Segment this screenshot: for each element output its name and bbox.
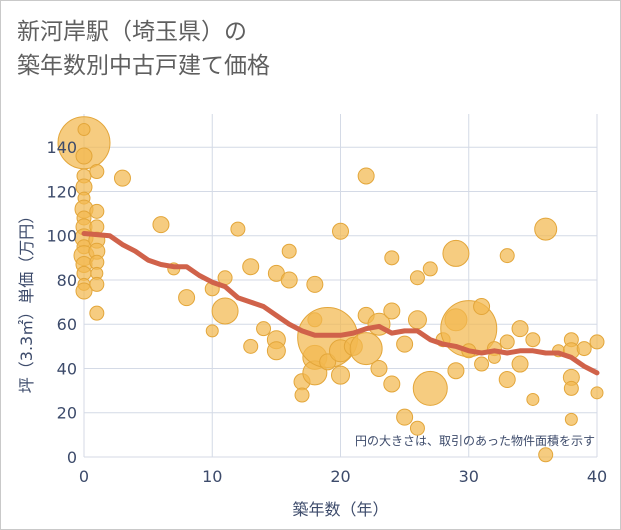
y-tick-label: 80 (57, 271, 77, 290)
bubble-point (526, 392, 540, 406)
bubble-point (498, 371, 516, 389)
y-tick-label: 60 (57, 315, 77, 334)
bubble-point (412, 370, 448, 406)
bubble-point (205, 324, 219, 338)
bubble-point (89, 276, 105, 292)
bubble-point (396, 335, 414, 353)
chart-title-line1: 新河岸駅（埼玉県）の (17, 19, 247, 45)
y-tick-label: 140 (46, 138, 77, 157)
x-tick-label: 30 (459, 467, 479, 486)
chart-title: 新河岸駅（埼玉県）の 築年数別中古戸建て価格 (17, 15, 270, 83)
y-tick-label: 40 (57, 359, 77, 378)
x-tick-label: 0 (79, 467, 89, 486)
bubble-point (331, 365, 350, 385)
bubble-point (442, 239, 470, 267)
bubble-point (75, 147, 93, 165)
bubble-point (511, 355, 529, 373)
bubble-point (230, 221, 246, 237)
bubble-point (266, 341, 286, 361)
bubble-point (409, 270, 425, 286)
bubble-point (211, 297, 239, 325)
bubble-point (511, 320, 529, 338)
bubble-point (332, 222, 349, 240)
bubble-point (534, 217, 558, 241)
bubble-point (242, 258, 260, 276)
bubble-point (383, 302, 401, 320)
x-tick-label: 40 (587, 467, 607, 486)
bubble-point (407, 310, 427, 330)
y-tick-label: 100 (46, 227, 77, 246)
bubble-point (447, 362, 465, 380)
y-tick-label: 0 (67, 448, 77, 467)
bubble-point (589, 334, 605, 350)
bubble-point (280, 271, 298, 289)
bubble-point (75, 282, 93, 300)
bubble-point (357, 167, 375, 185)
bubble-point (499, 248, 515, 264)
bubble-point (89, 203, 105, 219)
x-axis-label: 築年数（年） (292, 500, 388, 519)
bubble-point (243, 338, 259, 354)
y-axis-label: 坪（3.3㎡）単価（万円） (17, 208, 36, 393)
bubble-point (409, 420, 425, 436)
x-tick-label: 10 (202, 467, 222, 486)
y-tick-label: 20 (57, 404, 77, 423)
bubble-point (473, 298, 491, 316)
bubbles (57, 116, 605, 463)
bubble-point (306, 275, 324, 293)
bubble-point (474, 356, 490, 372)
grid-lines (83, 114, 598, 458)
bubble-point (256, 321, 272, 337)
bubble-point (89, 164, 105, 180)
bubble-point (525, 332, 541, 348)
bubble-point (538, 447, 554, 463)
bubble-point (113, 169, 131, 187)
bubble-point (383, 375, 401, 393)
x-tick-labels: 0 10 20 30 40 (79, 467, 607, 486)
bubble-point (576, 341, 592, 357)
bubble-point (499, 334, 515, 350)
bubble-point (370, 359, 388, 377)
bubble-point (564, 412, 578, 426)
bubble-point (294, 387, 310, 403)
trend-line (81, 231, 600, 376)
size-annotation: 円の大きさは、取引のあった物件面積を示す (355, 433, 595, 448)
y-tick-label: 120 (46, 182, 77, 201)
bubble-point (396, 408, 414, 426)
bubble-point (152, 216, 170, 234)
x-tick-label: 20 (330, 467, 350, 486)
bubble-point (77, 122, 91, 136)
bubble-point (89, 305, 105, 321)
chart-title-line2: 築年数別中古戸建て価格 (17, 53, 270, 79)
bubble-point (384, 250, 400, 266)
bubble-point (563, 380, 579, 396)
bubble-point (590, 386, 604, 400)
bubble-point (349, 332, 383, 366)
bubble-point (422, 261, 438, 277)
y-tick-labels: 0 20 40 60 80 100 120 140 (46, 138, 77, 467)
bubble-point (281, 243, 297, 259)
bubble-point (178, 289, 196, 307)
